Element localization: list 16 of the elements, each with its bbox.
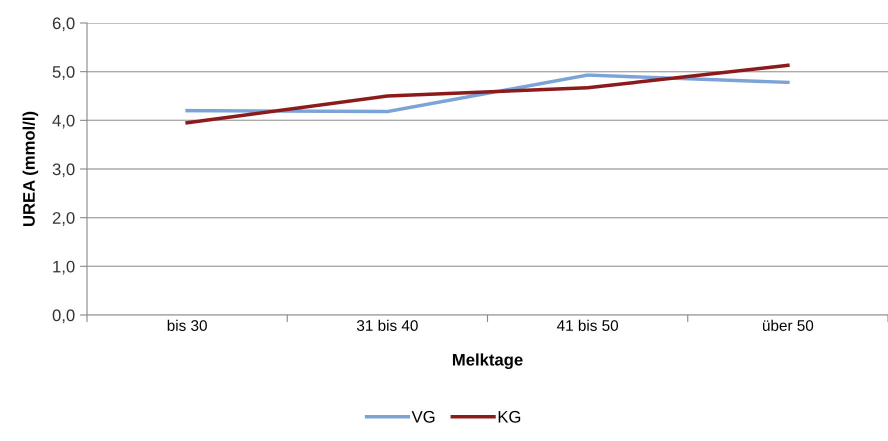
y-tick-label: 5,0	[52, 66, 75, 80]
y-tick-label: 3,0	[52, 163, 75, 178]
x-tick-label: über 50	[763, 320, 814, 331]
y-tick-label: 0,0	[52, 309, 75, 324]
y-tick-label: 1,0	[53, 260, 75, 275]
y-axis-title: UREA (mmol/l)	[22, 112, 38, 226]
x-tick-label: 41 bis 50	[556, 320, 618, 331]
line-series	[185, 64, 790, 124]
x-tick-label: 31 bis 40	[356, 320, 418, 331]
y-tick-label: 2,0	[52, 212, 75, 226]
x-axis-title: Melktage	[452, 353, 523, 370]
y-tick-label: 4,0	[52, 114, 75, 129]
x-tick-label: bis 30	[168, 320, 207, 331]
y-tick-label: 6,0	[52, 17, 75, 32]
legend-label: VG	[412, 410, 434, 423]
legend-label: KG	[498, 410, 520, 423]
